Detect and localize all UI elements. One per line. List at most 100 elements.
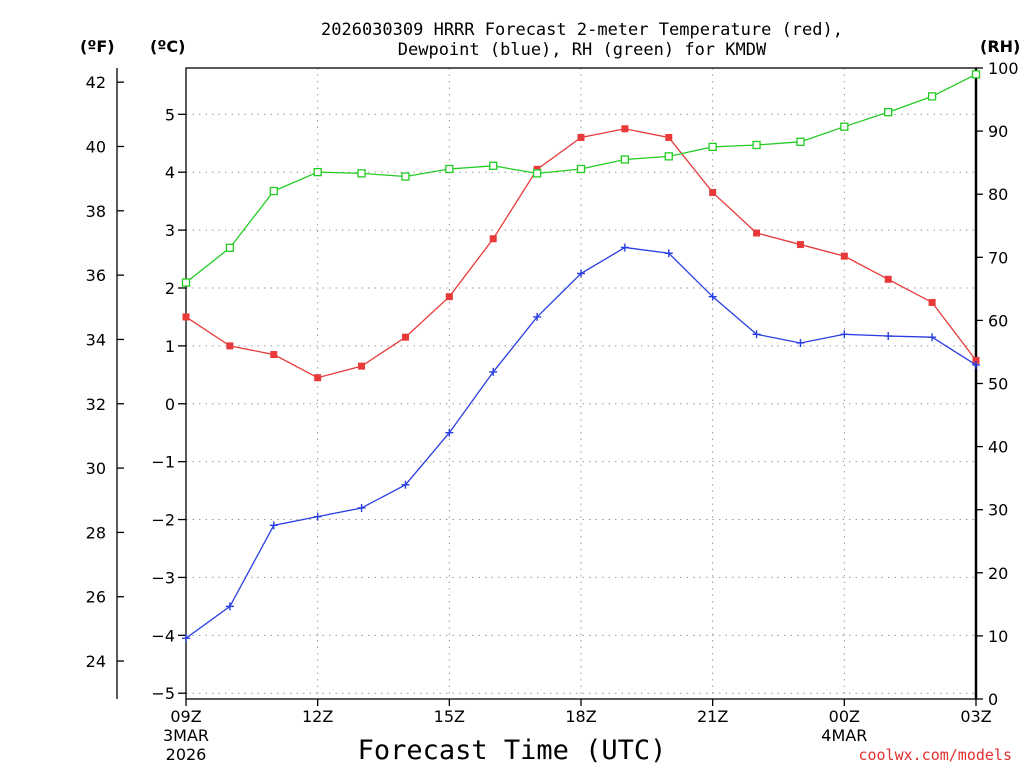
credit-text: coolwx.com/models — [858, 746, 1012, 764]
rh-tick-label: 70 — [988, 248, 1008, 267]
celsius-tick-label: −2 — [151, 511, 175, 530]
celsius-tick-label: 5 — [165, 105, 175, 124]
temperature-point — [796, 241, 804, 249]
temperature-point — [928, 298, 936, 306]
x-tick-label: 09Z — [170, 707, 201, 726]
dewpoint-point — [445, 428, 454, 437]
rh-tick-label: 30 — [988, 501, 1008, 520]
rh-point — [313, 167, 322, 177]
celsius-tick-label: 2 — [165, 279, 175, 298]
temperature-point — [182, 313, 190, 321]
dewpoint-point — [752, 330, 761, 339]
temperature-point — [884, 275, 892, 283]
rh-tick-label: 60 — [988, 311, 1008, 330]
rh-point — [401, 172, 410, 181]
rh-point — [620, 155, 630, 164]
dewpoint-point — [357, 503, 366, 512]
rh-point — [796, 137, 805, 146]
dewpoint-point — [401, 480, 410, 489]
x-tick-label: 18Z — [565, 707, 596, 726]
dewpoint-point — [664, 249, 673, 258]
rh-tick-label: 20 — [988, 564, 1008, 583]
chart-title-line1: 2026030309 HRRR Forecast 2-meter Tempera… — [321, 20, 843, 40]
chart-title-line2: Dewpoint (blue), RH (green) for KMDW — [398, 40, 767, 60]
celsius-tick-label: −5 — [151, 684, 175, 703]
fahrenheit-tick-label: 36 — [86, 266, 106, 285]
dewpoint-point — [620, 243, 629, 252]
dewpoint-point — [928, 333, 937, 342]
temperature-point — [445, 293, 453, 301]
x-tick-label: 12Z — [302, 707, 333, 726]
rh-tick-label: 40 — [988, 438, 1008, 457]
axis-layer: −5−4−3−2−1012345242628303234363840420102… — [86, 59, 1019, 764]
rh-point — [884, 108, 893, 117]
rh-tick-label: 80 — [988, 185, 1008, 204]
fahrenheit-unit-label: (ºF) — [80, 37, 115, 56]
x-tick-date: 4MAR — [821, 726, 867, 745]
celsius-tick-label: 0 — [165, 395, 175, 414]
x-tick-label: 03Z — [960, 707, 991, 726]
rh-point — [357, 169, 366, 178]
fahrenheit-tick-label: 40 — [86, 137, 106, 156]
rh-point — [489, 161, 498, 170]
celsius-unit-label: (ºC) — [150, 37, 185, 56]
celsius-tick-label: 4 — [165, 163, 175, 182]
rh-point — [752, 140, 761, 150]
fahrenheit-tick-label: 32 — [86, 395, 106, 414]
x-tick-date: 3MAR — [163, 726, 209, 745]
x-tick-label: 15Z — [434, 707, 465, 726]
fahrenheit-tick-label: 24 — [86, 652, 106, 671]
rh-point — [445, 164, 454, 174]
dewpoint-point — [269, 521, 278, 530]
rh-tick-label: 100 — [988, 59, 1019, 78]
rh-point — [927, 92, 937, 101]
dewpoint-point — [840, 330, 849, 339]
temperature-point — [840, 252, 848, 260]
x-tick-label: 21Z — [697, 707, 728, 726]
temperature-point — [358, 362, 366, 370]
celsius-tick-label: −4 — [151, 626, 175, 645]
rh-point — [708, 142, 717, 152]
celsius-tick-label: 3 — [165, 221, 175, 240]
rh-tick-label: 50 — [988, 375, 1008, 394]
rh-point — [181, 278, 191, 287]
rh-point — [225, 243, 235, 252]
fahrenheit-tick-label: 30 — [86, 459, 106, 478]
celsius-tick-label: −3 — [151, 568, 175, 587]
dewpoint-point — [225, 602, 234, 611]
dewpoint-point — [489, 367, 498, 376]
dewpoint-point — [313, 512, 322, 521]
temperature-point — [972, 356, 980, 364]
fahrenheit-tick-label: 38 — [86, 202, 106, 221]
rh-point — [576, 164, 586, 174]
temperature-point — [665, 133, 673, 141]
temperature-point — [621, 125, 629, 133]
rh-point — [840, 122, 849, 131]
rh-tick-label: 90 — [988, 122, 1008, 141]
x-tick-label: 00Z — [829, 707, 860, 726]
x-tick-year: 2026 — [166, 745, 207, 764]
rh-tick-label: 0 — [988, 690, 998, 709]
fahrenheit-tick-label: 26 — [86, 588, 106, 607]
rh-point — [532, 169, 542, 178]
fahrenheit-tick-label: 42 — [86, 73, 106, 92]
dewpoint-point — [533, 312, 542, 321]
rh-point — [971, 70, 981, 79]
temperature-point — [577, 133, 585, 141]
temperature-point — [314, 374, 322, 382]
x-axis-label: Forecast Time (UTC) — [358, 735, 667, 766]
temperature-point — [270, 351, 278, 359]
fahrenheit-tick-label: 28 — [86, 523, 106, 542]
series-layer — [181, 70, 981, 643]
rh-point — [269, 186, 278, 196]
temperature-point — [401, 333, 409, 341]
dewpoint-point — [182, 634, 190, 643]
rh-unit-label: (RH) — [980, 37, 1020, 56]
dewpoint-point — [796, 338, 805, 347]
dewpoint-point — [577, 269, 585, 278]
fahrenheit-tick-label: 34 — [86, 330, 106, 349]
rh-tick-label: 10 — [988, 627, 1008, 646]
grid-layer — [185, 68, 977, 699]
dewpoint-point — [708, 292, 717, 301]
